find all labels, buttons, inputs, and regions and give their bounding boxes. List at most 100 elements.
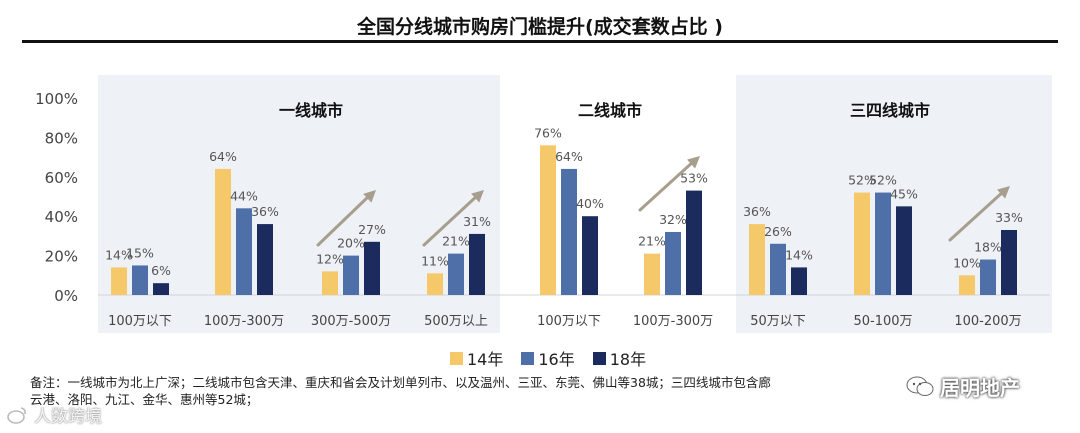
data-label: 64% xyxy=(555,149,583,164)
weibo-icon xyxy=(7,406,26,424)
y-tick-label: 0% xyxy=(54,287,78,305)
panel-background xyxy=(736,75,1052,333)
bar xyxy=(257,224,273,295)
trend-arrow-head xyxy=(363,190,376,203)
legend-label-14: 14年 xyxy=(467,350,504,369)
data-label: 36% xyxy=(251,204,279,219)
data-label: 31% xyxy=(463,214,491,229)
title-underline xyxy=(22,40,1058,43)
data-label: 20% xyxy=(337,236,365,251)
watermark: 人数跨境 xyxy=(6,402,102,427)
category-label: 500万以上 xyxy=(424,314,488,329)
bar xyxy=(770,243,786,295)
trend-arrow-shaft xyxy=(316,193,372,247)
category-label: 100万-300万 xyxy=(633,314,713,329)
legend-item-18: 18年 xyxy=(592,346,647,370)
category-label: 300万-500万 xyxy=(311,314,391,329)
data-label: 64% xyxy=(209,149,237,164)
data-label: 21% xyxy=(442,234,470,249)
bar xyxy=(215,168,231,295)
bar xyxy=(448,253,464,295)
category-label: 50-100万 xyxy=(853,314,912,329)
footnote-line-1: 备注：一线城市为北上广深；二线城市包含天津、重庆和省会及计划单列市、以及温州、三… xyxy=(30,375,771,390)
data-label: 32% xyxy=(659,212,687,227)
y-tick-label: 40% xyxy=(45,208,78,226)
data-label: 14% xyxy=(105,247,133,262)
data-label: 14% xyxy=(785,247,813,262)
trend-arrow-head xyxy=(997,186,1010,199)
bar xyxy=(1001,229,1017,295)
data-label: 76% xyxy=(534,125,562,140)
bar xyxy=(665,231,681,295)
data-label: 15% xyxy=(126,245,154,260)
legend-label-16: 16年 xyxy=(538,350,575,369)
trend-arrow-shaft xyxy=(422,193,480,247)
data-label: 27% xyxy=(358,222,386,237)
bar xyxy=(469,233,485,295)
legend-swatch-14 xyxy=(450,351,463,365)
bar xyxy=(322,271,338,295)
category-label: 100万-300万 xyxy=(204,314,284,329)
trend-arrow-head xyxy=(687,156,700,169)
bar xyxy=(132,265,148,295)
y-tick-label: 60% xyxy=(45,169,78,187)
data-label: 18% xyxy=(974,240,1002,255)
bar xyxy=(111,267,127,295)
data-label: 12% xyxy=(316,251,344,266)
footnote: 备注：一线城市为北上广深；二线城市包含天津、重庆和省会及计划单列市、以及温州、三… xyxy=(30,374,890,408)
data-label: 52% xyxy=(848,173,876,188)
panel-title: 一线城市 xyxy=(279,101,343,120)
trend-arrow-head xyxy=(471,190,484,203)
data-label: 45% xyxy=(890,186,918,201)
bar xyxy=(343,255,359,295)
bar xyxy=(540,145,556,295)
bar xyxy=(791,267,807,295)
bar xyxy=(959,275,975,295)
category-label: 100万以下 xyxy=(108,314,172,329)
legend-item-16: 16年 xyxy=(521,346,575,370)
legend-item-14: 14年 xyxy=(450,346,503,370)
bar-chart: 0% 20% 40% 60% 80% 100% 一线城市 二线城市 三四线城市 100万以下 14%… xyxy=(35,75,1052,333)
data-label: 44% xyxy=(230,188,258,203)
data-label: 21% xyxy=(638,234,666,249)
bar xyxy=(749,224,765,295)
wechat-icon xyxy=(906,376,934,396)
data-label: 36% xyxy=(743,204,771,219)
bar xyxy=(980,259,996,295)
legend-swatch-16 xyxy=(521,351,535,365)
bar xyxy=(561,168,577,295)
bar xyxy=(236,208,252,295)
panel-title: 三四线城市 xyxy=(850,101,930,120)
trend-arrow-shaft xyxy=(948,189,1006,242)
data-label: 33% xyxy=(995,210,1023,225)
trend-arrow-shaft xyxy=(638,159,696,212)
y-tick-label: 100% xyxy=(35,90,78,108)
bar xyxy=(896,206,912,295)
panel-title: 二线城市 xyxy=(578,101,642,120)
data-label: 11% xyxy=(421,253,449,268)
legend-label-18: 18年 xyxy=(609,350,647,369)
legend-swatch-18 xyxy=(592,351,606,365)
bar xyxy=(644,253,660,295)
bar xyxy=(364,241,380,295)
data-label: 52% xyxy=(869,173,897,188)
brand-name: 居明地产 xyxy=(940,376,1020,400)
data-label: 26% xyxy=(764,224,792,239)
footnote-line-2: 云港、洛阳、九江、金华、惠州等52城； xyxy=(30,392,259,407)
category-label: 100-200万 xyxy=(954,314,1021,329)
data-label: 40% xyxy=(576,196,604,211)
y-tick-label: 20% xyxy=(45,248,78,266)
bar xyxy=(686,190,702,295)
data-label: 6% xyxy=(151,263,171,278)
bar xyxy=(854,192,870,295)
bar xyxy=(427,273,443,295)
data-label: 10% xyxy=(953,255,981,270)
chart-title: 全国分线城市购房门槛提升(成交套数占比 ) xyxy=(357,16,723,38)
watermark-text: 人数跨境 xyxy=(34,407,102,427)
y-tick-label: 80% xyxy=(45,129,78,147)
bar xyxy=(582,216,598,295)
bar xyxy=(153,283,169,295)
legend: 14年 16年 18年 xyxy=(450,346,646,370)
brand-badge: 居明地产 xyxy=(906,372,1020,401)
bar xyxy=(875,192,891,295)
